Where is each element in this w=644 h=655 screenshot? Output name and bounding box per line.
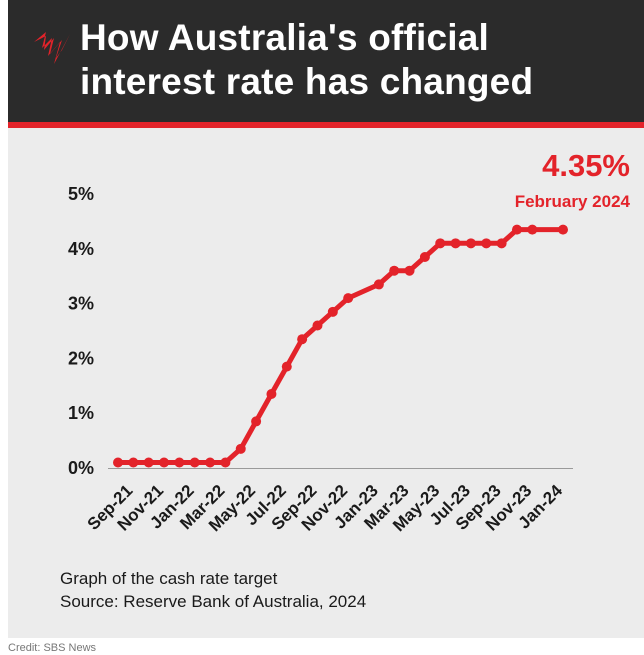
y-tick-label: 4%	[68, 239, 94, 259]
data-point	[511, 224, 522, 235]
data-point	[450, 238, 461, 249]
data-point	[128, 457, 139, 468]
data-point	[235, 443, 246, 454]
y-tick-label: 2%	[68, 348, 94, 368]
y-tick-label: 3%	[68, 294, 94, 314]
latest-rate-value: 4.35%	[542, 148, 630, 183]
header-bar: How Australia's official interest rate h…	[8, 0, 644, 122]
data-point	[312, 320, 323, 331]
data-point	[404, 265, 415, 276]
data-point	[343, 293, 354, 304]
sbs-logo-icon	[34, 32, 70, 64]
rate-series-line	[115, 227, 566, 465]
y-tick-label: 5%	[68, 184, 94, 204]
data-point	[327, 306, 338, 317]
latest-rate-date: February 2024	[514, 192, 630, 211]
interest-rate-chart: 0%1%2%3%4%5%Sep-21Nov-21Jan-22Mar-22May-…	[68, 184, 573, 535]
data-point	[251, 416, 262, 427]
data-point	[558, 224, 568, 235]
data-point	[174, 457, 185, 468]
infographic-card: How Australia's official interest rate h…	[8, 0, 644, 638]
data-point	[297, 334, 308, 345]
caption-source: Source: Reserve Bank of Australia, 2024	[60, 592, 367, 611]
data-point	[465, 238, 476, 249]
data-point	[496, 238, 507, 249]
y-tick-label: 1%	[68, 403, 94, 423]
title-line-1: How Australia's official	[80, 17, 490, 58]
data-point	[143, 457, 154, 468]
page-title: How Australia's official interest rate h…	[80, 16, 640, 104]
data-point	[205, 457, 216, 468]
data-point	[435, 238, 446, 249]
caption-description: Graph of the cash rate target	[60, 569, 278, 588]
data-point	[159, 457, 170, 468]
data-point	[113, 457, 123, 468]
data-point	[419, 252, 430, 263]
image-credit: Credit: SBS News	[8, 642, 97, 654]
data-point	[481, 238, 492, 249]
data-point	[281, 361, 292, 372]
data-point	[527, 224, 538, 235]
chart-caption: Graph of the cash rate target Source: Re…	[60, 567, 366, 613]
data-point	[220, 457, 231, 468]
y-tick-label: 0%	[68, 458, 94, 478]
title-line-2: interest rate has changed	[80, 61, 534, 102]
data-point	[189, 457, 200, 468]
data-point	[373, 279, 384, 290]
data-point	[389, 265, 400, 276]
header-divider	[8, 122, 644, 128]
data-point	[266, 389, 277, 400]
